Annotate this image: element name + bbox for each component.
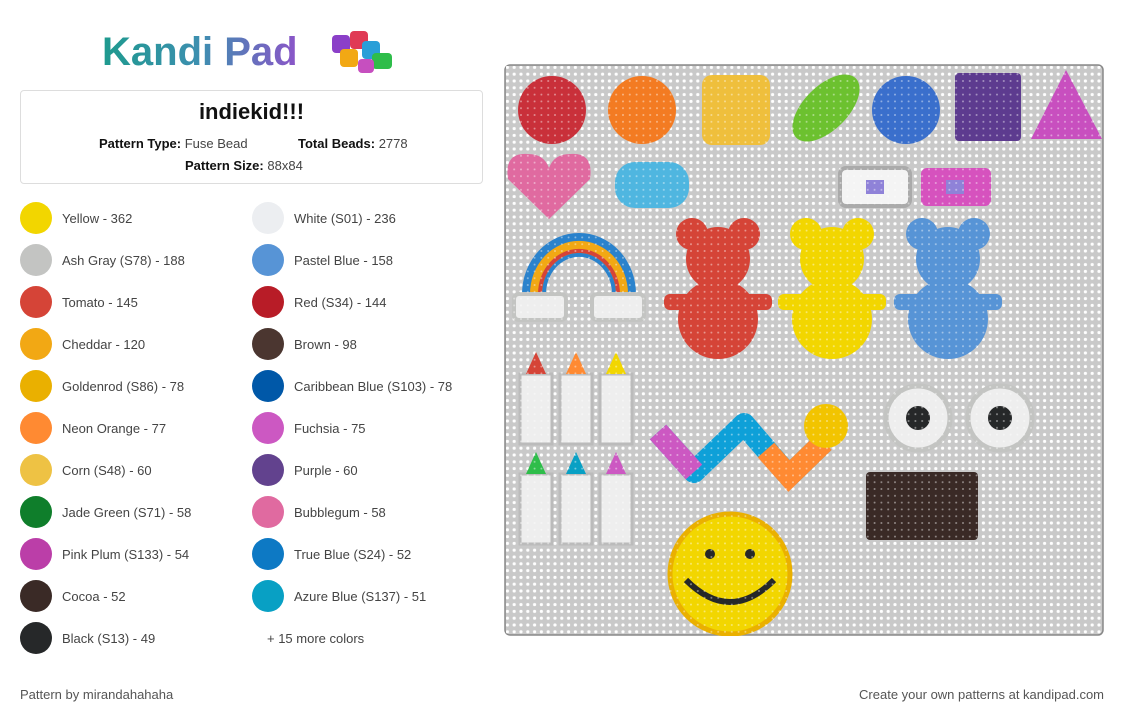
value: 2778: [378, 136, 408, 151]
color-row: Cheddar - 120: [20, 327, 145, 361]
label: Total Beads:: [298, 136, 376, 151]
color-row: Caribbean Blue (S103) - 78: [252, 369, 452, 403]
color-row: Pastel Blue - 158: [252, 243, 393, 277]
color-label: Azure Blue (S137) - 51: [294, 588, 427, 604]
color-label: Fuchsia - 75: [294, 420, 366, 436]
color-swatch: [252, 496, 284, 528]
color-label: Red (S34) - 144: [294, 294, 387, 310]
color-row: Fuchsia - 75: [252, 411, 366, 445]
color-swatch: [20, 622, 52, 654]
color-row: Goldenrod (S86) - 78: [20, 369, 184, 403]
color-label: Pastel Blue - 158: [294, 252, 394, 268]
label: Pattern Size:: [185, 158, 264, 173]
color-label: Purple - 60: [294, 462, 358, 478]
color-swatch: [252, 580, 284, 612]
color-label: True Blue (S24) - 52: [294, 546, 412, 562]
color-swatch: [252, 412, 284, 444]
color-swatch: [20, 580, 52, 612]
color-row: Neon Orange - 77: [20, 411, 166, 445]
value: Fuse Bead: [184, 136, 248, 151]
color-row: Purple - 60: [252, 453, 358, 487]
color-swatch: [252, 370, 284, 402]
color-swatch: [252, 286, 284, 318]
color-row: Tomato - 145: [20, 285, 138, 319]
color-label: Goldenrod (S86) - 78: [62, 378, 185, 394]
author: Pattern by mirandahahaha: [20, 687, 174, 702]
color-label: Caribbean Blue (S103) - 78: [294, 378, 453, 394]
color-swatch: [20, 412, 52, 444]
promo[interactable]: Create your own patterns at kandipad.com: [859, 687, 1104, 702]
color-row: Jade Green (S71) - 58: [20, 495, 191, 529]
color-swatch: [252, 244, 284, 276]
color-swatch: [20, 328, 52, 360]
color-row: Pink Plum (S133) - 54: [20, 537, 189, 571]
color-row: Cocoa - 52: [20, 579, 126, 613]
color-row: Ash Gray (S78) - 188: [20, 243, 185, 277]
color-swatch: [20, 454, 52, 486]
color-row: Yellow - 362: [20, 201, 132, 235]
color-label: Bubblegum - 58: [294, 504, 386, 520]
logo: Kandi Pad: [102, 30, 392, 74]
color-label: White (S01) - 236: [294, 210, 396, 226]
color-swatch: [252, 202, 284, 234]
color-label: Pink Plum (S133) - 54: [62, 546, 190, 562]
color-row: Corn (S48) - 60: [20, 453, 152, 487]
color-row: Black (S13) - 49: [20, 621, 155, 655]
label: Pattern Type:: [99, 136, 182, 151]
color-swatch: [20, 244, 52, 276]
color-label: Yellow - 362: [62, 210, 133, 226]
color-swatch: [20, 538, 52, 570]
color-label: Tomato - 145: [62, 294, 138, 310]
color-label: Cocoa - 52: [62, 588, 126, 604]
color-label: Black (S13) - 49: [62, 630, 156, 646]
color-row: Brown - 98: [252, 327, 357, 361]
color-row: Bubblegum - 58: [252, 495, 386, 529]
color-swatch: [20, 496, 52, 528]
color-row: White (S01) - 236: [252, 201, 396, 235]
color-swatch: [20, 286, 52, 318]
value: 88x84: [267, 158, 303, 173]
color-row: True Blue (S24) - 52: [252, 537, 411, 571]
color-label: Jade Green (S71) - 58: [62, 504, 192, 520]
logo-beads: [332, 31, 392, 73]
color-row: Azure Blue (S137) - 51: [252, 579, 426, 613]
color-label: Neon Orange - 77: [62, 420, 167, 436]
pattern-title: indiekid!!!: [198, 99, 305, 124]
color-label: Corn (S48) - 60: [62, 462, 152, 478]
color-swatch: [252, 328, 284, 360]
color-swatch: [20, 370, 52, 402]
pattern-card: indiekid!!! Pattern Type: Fuse Bead Tota…: [20, 90, 483, 184]
color-swatch: [252, 538, 284, 570]
pattern-size: Pattern Size: 88x84: [185, 158, 303, 173]
bead-board: [504, 64, 1104, 636]
color-row: Red (S34) - 144: [252, 285, 387, 319]
color-swatch: [20, 202, 52, 234]
total-beads: Total Beads: 2778: [298, 136, 408, 151]
color-label: Ash Gray (S78) - 188: [62, 252, 185, 268]
logo-text: Kandi Pad: [102, 30, 298, 74]
color-swatch: [252, 454, 284, 486]
more-colors[interactable]: + 15 more colors: [267, 630, 365, 646]
pattern-type: Pattern Type: Fuse Bead: [99, 136, 248, 151]
color-label: Cheddar - 120: [62, 336, 146, 352]
color-label: Brown - 98: [294, 336, 357, 352]
